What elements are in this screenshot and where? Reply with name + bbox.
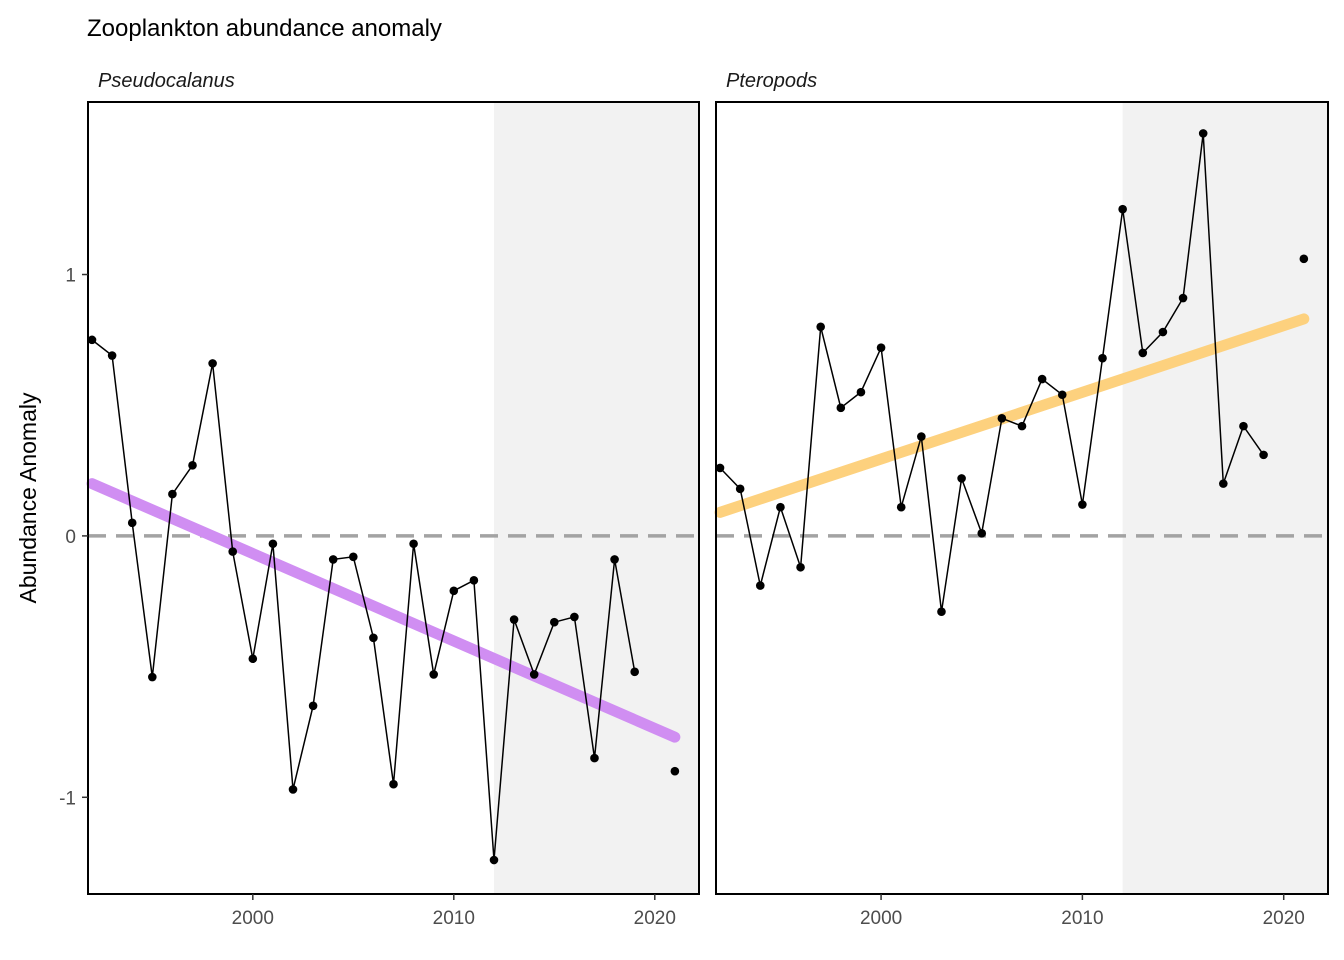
data-point bbox=[735, 484, 745, 494]
data-point bbox=[1057, 390, 1067, 400]
panel-strip-label: Pseudocalanus bbox=[98, 70, 235, 92]
chart-title: Zooplankton abundance anomaly bbox=[87, 15, 442, 42]
data-point bbox=[268, 539, 278, 549]
data-point bbox=[816, 322, 825, 332]
data-point bbox=[228, 547, 238, 556]
panel-pseudocalanus: Pseudocalanus 2000 2010 2020 -1 0 1 bbox=[59, 70, 700, 929]
data-point bbox=[836, 403, 846, 413]
panels: Pseudocalanus 2000 2010 2020 -1 0 1 Pteropods 20… bbox=[59, 70, 1329, 929]
panel-border bbox=[87, 101, 700, 895]
data-point bbox=[429, 670, 438, 679]
data-point bbox=[1138, 348, 1148, 358]
data-point bbox=[127, 518, 137, 528]
data-point bbox=[369, 633, 378, 643]
data-point bbox=[529, 670, 539, 679]
data-point bbox=[107, 351, 117, 360]
panel-strip-label: Pteropods bbox=[726, 70, 817, 92]
x-tick-label: 2020 bbox=[634, 908, 676, 929]
data-point bbox=[389, 779, 398, 789]
data-point bbox=[288, 785, 298, 794]
data-point bbox=[590, 753, 599, 763]
y-axis-label: Abundance Anomaly bbox=[15, 392, 41, 603]
x-tick-label: 2000 bbox=[232, 908, 274, 929]
data-point bbox=[1239, 421, 1248, 431]
trend-line bbox=[86, 478, 681, 743]
y-tick-label: -1 bbox=[59, 788, 76, 809]
x-tick-label: 2000 bbox=[860, 908, 902, 929]
data-point bbox=[1299, 254, 1309, 264]
data-point bbox=[188, 461, 197, 470]
data-point bbox=[796, 562, 805, 572]
panel-border bbox=[715, 101, 1329, 895]
data-point bbox=[1178, 293, 1188, 303]
data-point bbox=[449, 586, 459, 596]
data-point bbox=[1017, 421, 1027, 431]
data-point bbox=[208, 359, 217, 368]
data-point bbox=[977, 528, 987, 538]
data-point bbox=[1198, 129, 1208, 138]
data-point bbox=[409, 539, 418, 549]
data-point bbox=[1098, 353, 1107, 363]
series-line bbox=[91, 339, 636, 861]
data-point bbox=[896, 502, 906, 512]
data-point bbox=[715, 463, 725, 473]
data-point bbox=[308, 701, 318, 711]
data-point bbox=[168, 489, 177, 499]
series-line bbox=[719, 133, 1265, 612]
data-point bbox=[610, 555, 619, 564]
data-point bbox=[570, 612, 579, 622]
data-point bbox=[957, 474, 966, 483]
data-point bbox=[937, 607, 946, 617]
trend-line bbox=[714, 313, 1310, 518]
data-point bbox=[248, 654, 258, 664]
data-point bbox=[776, 502, 785, 512]
data-point bbox=[997, 413, 1007, 423]
data-point bbox=[1078, 500, 1087, 509]
data-point bbox=[917, 432, 926, 441]
recent-period-shading bbox=[493, 102, 699, 894]
data-point bbox=[755, 581, 765, 590]
data-point bbox=[509, 615, 519, 624]
x-tick-label: 2010 bbox=[1061, 908, 1103, 929]
data-point bbox=[87, 335, 97, 345]
data-point bbox=[148, 672, 157, 682]
y-tick-label: 1 bbox=[65, 266, 76, 287]
data-point bbox=[1037, 374, 1047, 384]
data-point bbox=[856, 387, 866, 397]
panel-pteropods: Pteropods 2000 2010 2020 bbox=[714, 70, 1329, 929]
data-point bbox=[1259, 450, 1268, 460]
data-point bbox=[1158, 327, 1168, 337]
data-point bbox=[630, 667, 639, 677]
data-point bbox=[1219, 479, 1228, 488]
data-point bbox=[328, 555, 338, 564]
data-point bbox=[1118, 204, 1127, 214]
x-tick-label: 2020 bbox=[1263, 908, 1305, 929]
x-tick-label: 2010 bbox=[433, 908, 475, 929]
data-point bbox=[670, 766, 680, 776]
data-point bbox=[549, 617, 559, 627]
recent-period-shading bbox=[1122, 102, 1328, 894]
y-tick-label: 0 bbox=[65, 527, 76, 548]
data-point bbox=[469, 576, 479, 585]
data-point bbox=[876, 343, 886, 353]
data-point bbox=[489, 855, 499, 865]
data-point bbox=[349, 552, 358, 562]
